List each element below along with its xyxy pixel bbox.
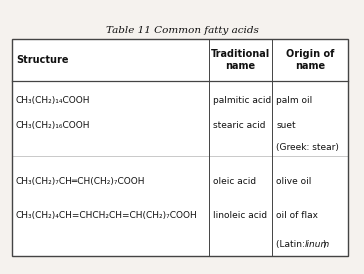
Text: Structure: Structure — [16, 55, 68, 65]
Text: palm oil: palm oil — [276, 96, 313, 105]
Text: linoleic acid: linoleic acid — [213, 210, 267, 219]
Text: palmitic acid: palmitic acid — [213, 96, 271, 105]
Text: Origin of
name: Origin of name — [286, 49, 335, 71]
Text: ): ) — [323, 240, 326, 249]
Text: CH₃(CH₂)₁₄COOH: CH₃(CH₂)₁₄COOH — [16, 96, 91, 105]
Text: stearic acid: stearic acid — [213, 121, 265, 130]
Text: (Greek: stear): (Greek: stear) — [276, 143, 339, 152]
Bar — [12, 39, 348, 256]
Text: CH₃(CH₂)₁₆COOH: CH₃(CH₂)₁₆COOH — [16, 121, 91, 130]
Text: suet: suet — [276, 121, 296, 130]
Text: CH₃(CH₂)₄CH=CHCH₂CH=CH(CH₂)₇COOH: CH₃(CH₂)₄CH=CHCH₂CH=CH(CH₂)₇COOH — [16, 210, 198, 219]
Text: (Latin:: (Latin: — [276, 240, 308, 249]
Text: linum: linum — [304, 240, 330, 249]
Text: CH₃(CH₂)₇CH═CH(CH₂)₇COOH: CH₃(CH₂)₇CH═CH(CH₂)₇COOH — [16, 177, 146, 186]
Text: olive oil: olive oil — [276, 177, 312, 186]
Text: Traditional
name: Traditional name — [211, 49, 270, 71]
Text: Table 11 Common fatty acids: Table 11 Common fatty acids — [106, 26, 258, 35]
Text: oil of flax: oil of flax — [276, 210, 318, 219]
Text: oleic acid: oleic acid — [213, 177, 256, 186]
